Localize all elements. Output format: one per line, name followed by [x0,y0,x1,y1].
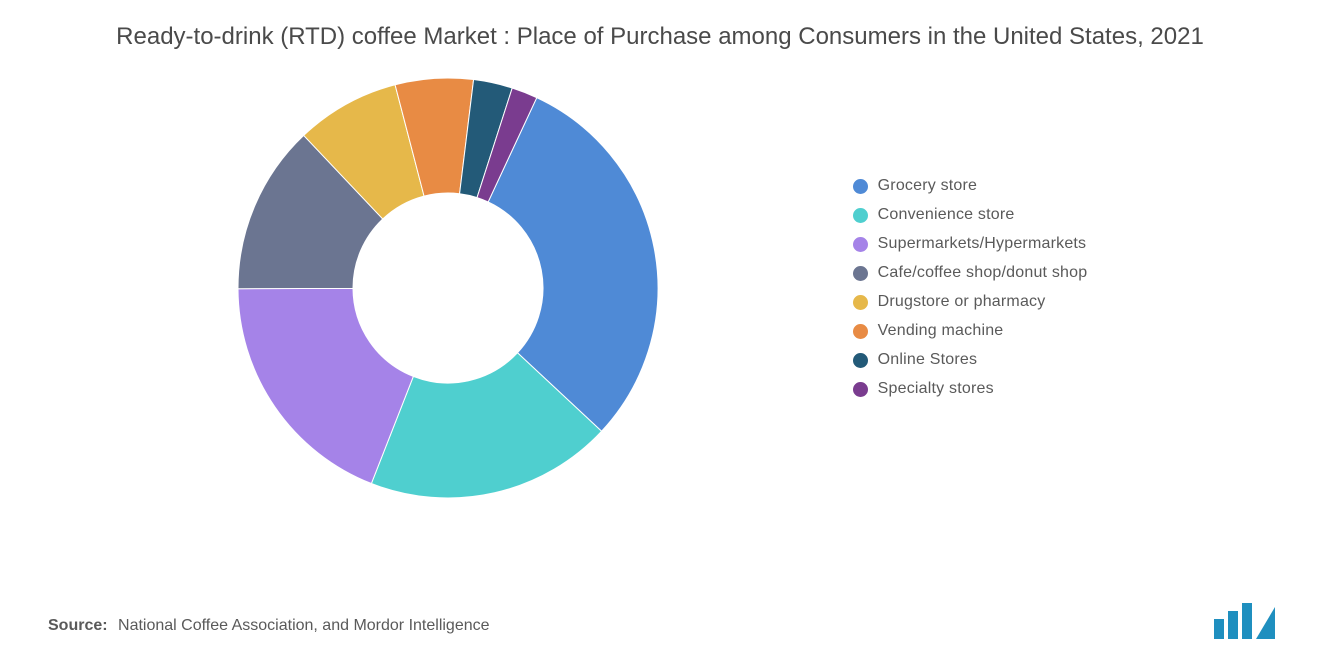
logo-bar-1 [1214,619,1224,639]
legend-swatch [853,208,868,223]
legend-item: Cafe/coffee shop/donut shop [853,264,1088,282]
legend-swatch [853,266,868,281]
legend-label: Drugstore or pharmacy [878,293,1046,311]
logo-bar-2 [1228,611,1238,639]
legend-item: Specialty stores [853,380,1088,398]
legend-item: Supermarkets/Hypermarkets [853,235,1088,253]
legend-item: Online Stores [853,351,1088,369]
chart-row: Grocery store Convenience store Supermarke… [48,73,1272,503]
legend-swatch [853,179,868,194]
brand-logo [1212,601,1276,641]
legend-label: Supermarkets/Hypermarkets [878,235,1087,253]
legend-label: Cafe/coffee shop/donut shop [878,264,1088,282]
legend-label: Grocery store [878,177,978,195]
donut-svg [233,73,663,503]
logo-triangle [1256,607,1275,639]
legend-swatch [853,237,868,252]
source-line: Source: National Coffee Association, and… [48,617,490,635]
legend: Grocery store Convenience store Supermarke… [853,177,1088,398]
legend-swatch [853,353,868,368]
legend-label: Specialty stores [878,380,994,398]
chart-title: Ready-to-drink (RTD) coffee Market : Pla… [110,20,1210,55]
chart-container: Ready-to-drink (RTD) coffee Market : Pla… [0,0,1320,665]
legend-item: Convenience store [853,206,1088,224]
source-label: Source: [48,617,108,634]
legend-swatch [853,382,868,397]
donut-chart [233,73,663,503]
legend-item: Grocery store [853,177,1088,195]
legend-label: Vending machine [878,322,1004,340]
legend-item: Drugstore or pharmacy [853,293,1088,311]
source-text: National Coffee Association, and Mordor … [118,617,489,634]
logo-bar-3 [1242,603,1252,639]
legend-swatch [853,324,868,339]
legend-label: Convenience store [878,206,1015,224]
brand-logo-svg [1212,601,1276,641]
legend-item: Vending machine [853,322,1088,340]
legend-label: Online Stores [878,351,978,369]
legend-swatch [853,295,868,310]
